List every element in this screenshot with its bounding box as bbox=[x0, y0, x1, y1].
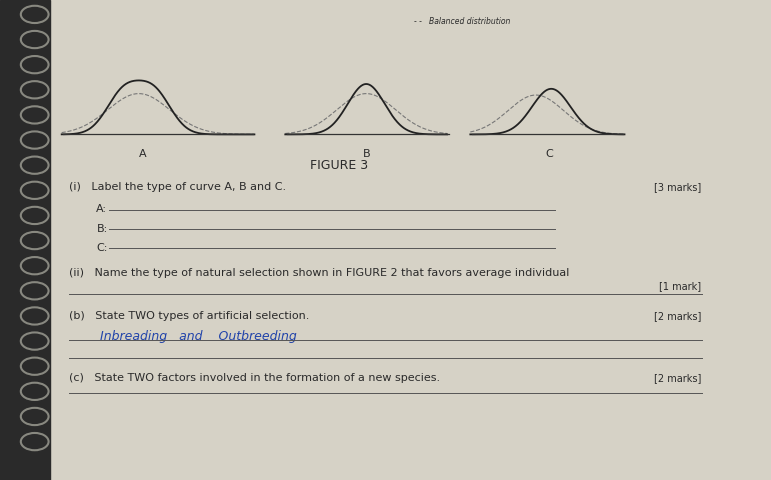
Text: (c)   State TWO factors involved in the formation of a new species.: (c) State TWO factors involved in the fo… bbox=[69, 373, 440, 384]
Text: [1 mark]: [1 mark] bbox=[659, 281, 702, 291]
Text: C:: C: bbox=[96, 243, 108, 253]
Bar bbox=[0, 0, 50, 480]
Text: B:: B: bbox=[96, 224, 108, 234]
Text: - -   Balanced distribution: - - Balanced distribution bbox=[415, 17, 510, 26]
Text: FIGURE 3: FIGURE 3 bbox=[310, 159, 369, 172]
Text: Inbreading   and    Outbreeding: Inbreading and Outbreeding bbox=[100, 330, 297, 343]
Text: [3 marks]: [3 marks] bbox=[655, 182, 702, 192]
Text: (ii)   Name the type of natural selection shown in FIGURE 2 that favors average : (ii) Name the type of natural selection … bbox=[69, 268, 570, 278]
Text: [2 marks]: [2 marks] bbox=[655, 373, 702, 384]
Text: B: B bbox=[362, 149, 370, 159]
Text: [2 marks]: [2 marks] bbox=[655, 311, 702, 321]
Text: (i)   Label the type of curve A, B and C.: (i) Label the type of curve A, B and C. bbox=[69, 182, 287, 192]
Text: C: C bbox=[545, 149, 553, 159]
Text: (b)   State TWO types of artificial selection.: (b) State TWO types of artificial select… bbox=[69, 311, 310, 321]
Text: A: A bbox=[139, 149, 146, 159]
Text: A:: A: bbox=[96, 204, 107, 215]
